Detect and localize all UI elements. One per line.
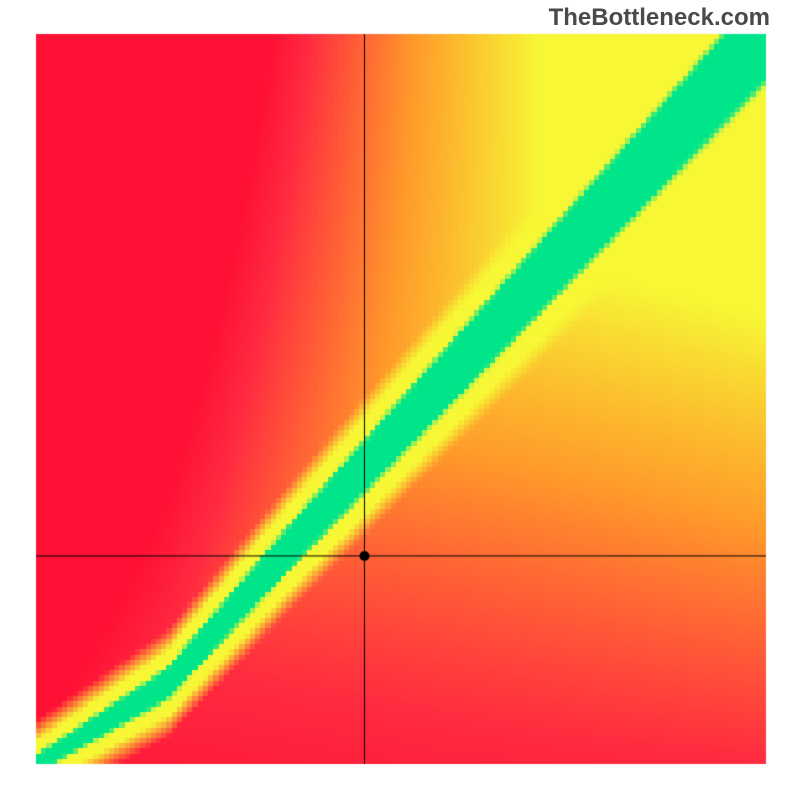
chart-container: TheBottleneck.com bbox=[0, 0, 800, 800]
heatmap-canvas bbox=[0, 0, 800, 800]
watermark-text: TheBottleneck.com bbox=[549, 4, 770, 32]
